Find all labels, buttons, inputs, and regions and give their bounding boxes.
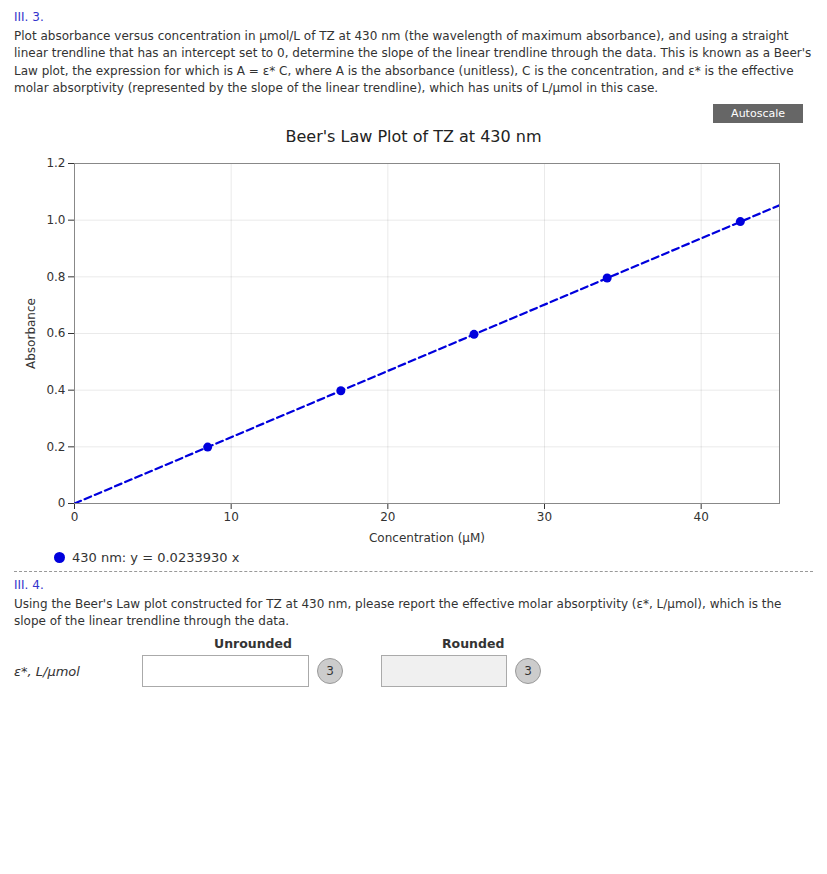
html-text:Autoscale: Autoscale <box>731 106 785 120</box>
html-text:3: 3 <box>326 664 334 679</box>
html-text:Unrounded: Unrounded <box>214 636 292 652</box>
svg-text:0.6: 0.6 <box>46 326 65 340</box>
svg-text:1.2: 1.2 <box>46 156 65 170</box>
html-text:Beer's Law Plot of TZ at 430 n: Beer's Law Plot of TZ at 430 nm <box>285 126 542 146</box>
svg-text:40: 40 <box>694 510 709 524</box>
html-text:Using the Beer's Law plot cons: Using the Beer's Law plot constructed fo… <box>14 596 782 628</box>
svg-text:20: 20 <box>380 510 395 524</box>
svg-text:0: 0 <box>58 496 66 510</box>
html-text:III. 3.: III. 3. <box>14 10 44 24</box>
html-text:3: 3 <box>524 664 532 679</box>
svg-text:1.0: 1.0 <box>46 213 65 227</box>
svg-text:Concentration (μM): Concentration (μM) <box>369 530 485 544</box>
svg-text:0: 0 <box>71 510 79 524</box>
html-text:ε*, L/μmol: ε*, L/μmol <box>14 663 80 679</box>
svg-text:30: 30 <box>537 510 552 524</box>
html-text:III. 4.: III. 4. <box>14 577 44 592</box>
svg-text:0.4: 0.4 <box>46 383 65 397</box>
html-text:430 nm: y = 0.0233930 x: 430 nm: y = 0.0233930 x <box>72 549 240 565</box>
html-text:Rounded: Rounded <box>442 636 505 652</box>
svg-text:Absorbance: Absorbance <box>24 298 38 369</box>
svg-text:0.8: 0.8 <box>46 269 65 283</box>
svg-text:0.2: 0.2 <box>46 439 65 453</box>
html-text:Plot absorbance versus concent: Plot absorbance versus concentration in … <box>14 29 812 96</box>
svg-text:10: 10 <box>224 510 239 524</box>
